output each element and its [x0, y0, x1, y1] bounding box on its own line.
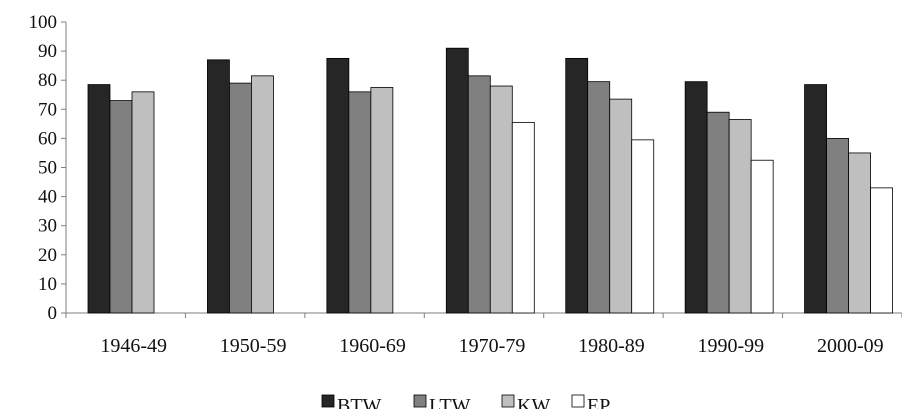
- bar-ltw-1970-79: [467, 75, 491, 314]
- x-category-label: 1960-69: [339, 335, 406, 357]
- bar-kw-1946-49: [131, 91, 155, 314]
- bar-kw-2000-09: [848, 152, 871, 314]
- y-tick-label: 20: [38, 245, 57, 266]
- legend-label-ltw: LTW: [429, 395, 471, 409]
- y-tick-label: 70: [38, 99, 57, 120]
- bar-ep-1970-79: [511, 121, 535, 314]
- bar-btw-1950-59: [207, 59, 230, 314]
- bar-kw-1950-59: [251, 75, 274, 314]
- legend-label-kw: KW: [517, 395, 550, 409]
- y-tick-label: 0: [48, 303, 58, 324]
- x-category-label: 1946-49: [100, 335, 167, 357]
- y-tick-label: 10: [38, 274, 57, 295]
- bar-kw-1970-79: [489, 85, 513, 314]
- bar-btw-1990-99: [684, 81, 708, 314]
- bar-ep-1980-89: [631, 139, 655, 314]
- y-tick-label: 40: [38, 187, 57, 208]
- legend-swatch-ltw: [413, 394, 427, 408]
- bar-btw-1946-49: [87, 84, 111, 314]
- y-tick-label: 50: [38, 158, 57, 179]
- x-category-label: 1980-89: [578, 335, 645, 357]
- bar-ltw-1950-59: [229, 82, 252, 314]
- bar-ltw-1980-89: [587, 81, 611, 314]
- bar-kw-1990-99: [728, 119, 752, 314]
- bar-btw-2000-09: [804, 84, 827, 314]
- legend-swatch-ep: [571, 394, 585, 408]
- bar-kw-1960-69: [370, 87, 394, 314]
- legend-swatch-kw: [501, 394, 515, 408]
- legend-swatch-btw: [321, 394, 335, 408]
- bar-btw-1960-69: [326, 57, 350, 314]
- x-category-label: 1990-99: [698, 335, 765, 357]
- legend-label-ep: EP: [587, 395, 610, 409]
- x-category-label: 1950-59: [220, 335, 287, 357]
- x-category-label: 2000-09: [817, 335, 884, 357]
- y-tick-label: 90: [38, 41, 57, 62]
- bar-ep-2000-09: [870, 187, 893, 314]
- bar-ltw-2000-09: [826, 137, 849, 314]
- legend-label-btw: BTW: [337, 395, 382, 409]
- y-tick-label: 80: [38, 70, 57, 91]
- bar-btw-1970-79: [445, 47, 469, 314]
- y-tick-label: 30: [38, 216, 57, 237]
- bar-ltw-1990-99: [706, 111, 730, 314]
- bar-ltw-1960-69: [348, 91, 372, 314]
- bar-kw-1980-89: [609, 98, 633, 314]
- y-tick-label: 100: [29, 12, 58, 33]
- y-tick-label: 60: [38, 128, 57, 149]
- bar-btw-1980-89: [565, 57, 589, 314]
- x-category-label: 1970-79: [459, 335, 526, 357]
- bar-ltw-1946-49: [109, 100, 133, 314]
- bar-ep-1990-99: [750, 159, 774, 314]
